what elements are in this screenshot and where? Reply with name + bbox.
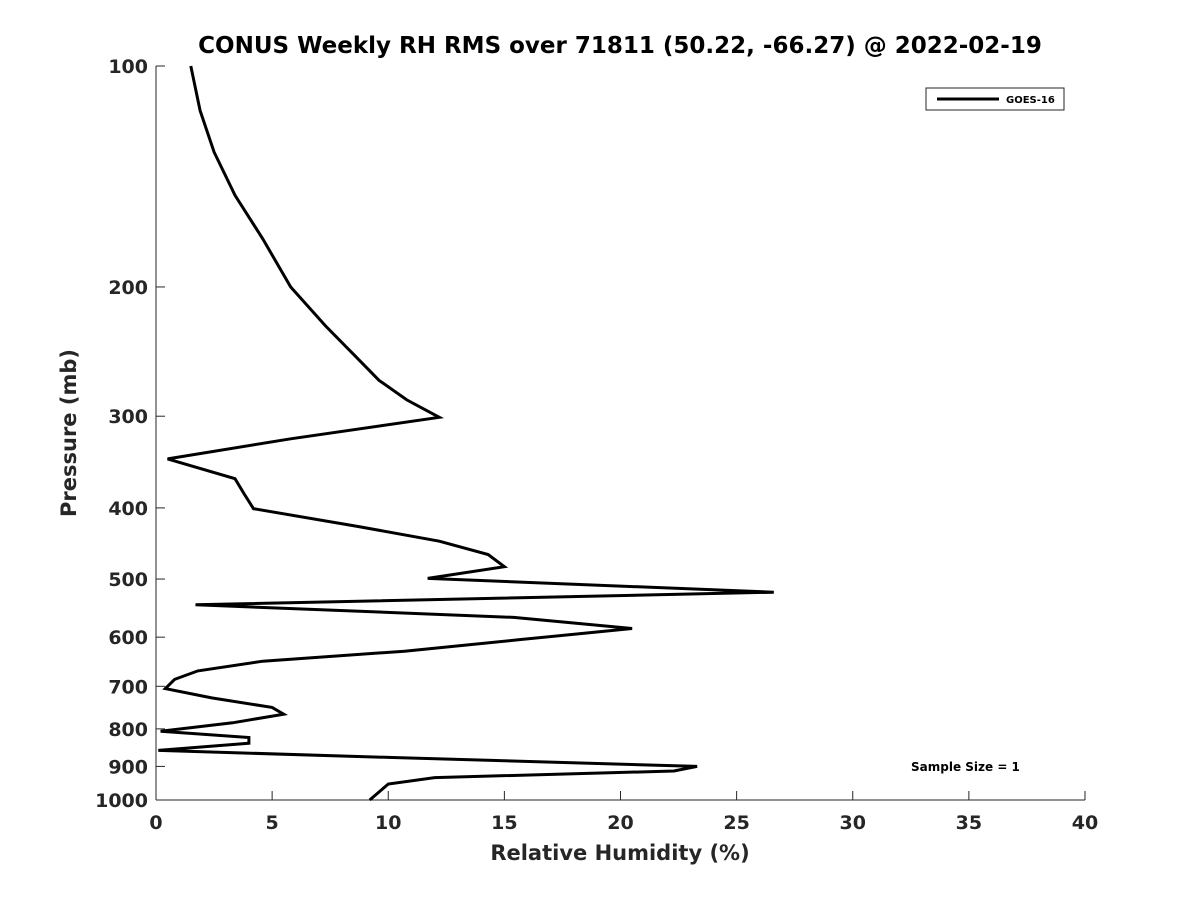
- y-tick-label: 1000: [95, 790, 148, 812]
- series-line-goes-16: [158, 65, 774, 802]
- y-tick-label: 200: [108, 277, 148, 299]
- series-group: [158, 65, 774, 802]
- y-tick-label: 600: [108, 627, 148, 649]
- y-tick-label: 400: [108, 498, 148, 520]
- chart-title: CONUS Weekly RH RMS over 71811 (50.22, -…: [198, 33, 1042, 59]
- y-axis-ticks: 100 200 300 400 500 600 700 800 900 1000: [95, 56, 165, 812]
- x-axis-ticks: 0 5 10 15 20 25 30 35 40: [149, 791, 1098, 834]
- plot-area: 0 5 10 15 20 25 30 35 40 100 200 300 400 500 600 700 80…: [95, 56, 1098, 834]
- sample-size-annotation: Sample Size = 1: [911, 760, 1020, 774]
- y-tick-label: 500: [108, 569, 148, 591]
- y-tick-label: 700: [108, 676, 148, 698]
- y-tick-label: 100: [108, 56, 148, 78]
- legend-label-goes-16: GOES-16: [1006, 95, 1055, 106]
- x-tick-label: 40: [1072, 812, 1098, 834]
- x-tick-label: 35: [956, 812, 982, 834]
- x-tick-label: 20: [607, 812, 633, 834]
- x-tick-label: 15: [491, 812, 517, 834]
- x-tick-label: 30: [840, 812, 866, 834]
- x-tick-label: 25: [723, 812, 749, 834]
- legend: GOES-16: [925, 87, 1065, 111]
- x-tick-label: 0: [149, 812, 162, 834]
- y-tick-label: 300: [108, 406, 148, 428]
- x-axis-label: Relative Humidity (%): [490, 841, 749, 865]
- y-tick-label: 800: [108, 719, 148, 741]
- x-tick-label: 5: [266, 812, 279, 834]
- y-axis-label: Pressure (mb): [57, 349, 81, 517]
- x-tick-label: 10: [375, 812, 401, 834]
- y-tick-label: 900: [108, 756, 148, 778]
